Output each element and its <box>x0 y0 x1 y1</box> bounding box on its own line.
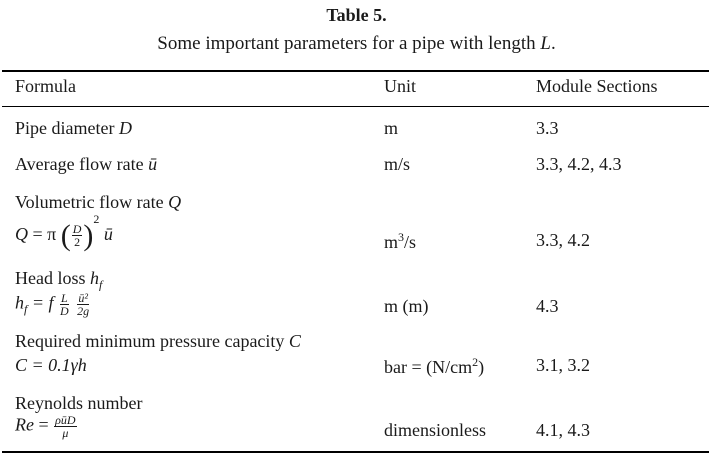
row-reynolds-formula: Re = ρūD μ <box>15 414 78 439</box>
pressure-unit-tail: ) <box>478 357 485 377</box>
bottom-rule <box>2 451 709 453</box>
row-head-loss-sections: 4.3 <box>536 296 559 316</box>
row-pressure-formula: C = 0.1γh <box>15 355 87 375</box>
row-avg-flow-unit: m/s <box>384 154 411 174</box>
head-loss-fraction-2: ū² 2g <box>76 292 90 317</box>
row-avg-flow-sections: 3.3, 4.2, 4.3 <box>536 154 622 174</box>
head-loss-frac1-num: L <box>59 291 69 305</box>
reynolds-frac-den: μ <box>62 426 69 440</box>
vol-flow-frac-den: 2 <box>74 235 81 250</box>
head-loss-formula-lhs: h <box>15 292 24 313</box>
row-vol-flow-sections: 3.3, 4.2 <box>536 230 590 250</box>
head-loss-frac2-num: ū² <box>77 291 89 305</box>
vol-flow-text: Volumetric flow rate <box>15 192 169 212</box>
vol-flow-unit-exp: 3 <box>398 230 405 244</box>
vol-flow-unit-tail: /s <box>404 232 417 252</box>
head-loss-frac1-den: D <box>60 304 69 318</box>
pressure-text: Required minimum pressure capacity <box>15 331 289 351</box>
right-paren-icon: ) <box>83 218 94 252</box>
row-pressure-unit: bar = (N/cm2) <box>384 355 484 378</box>
reynolds-frac-num: ρūD <box>54 413 77 427</box>
top-rule <box>2 70 709 72</box>
diameter-text: Pipe diameter <box>15 118 119 138</box>
vol-flow-unit-base: m <box>384 232 399 252</box>
row-pressure-sections: 3.1, 3.2 <box>536 355 590 375</box>
row-reynolds-unit: dimensionless <box>384 420 486 440</box>
head-loss-formula-lhs-sub: f <box>24 302 28 317</box>
reynolds-formula-eq: = <box>33 414 54 435</box>
header-formula: Formula <box>15 76 76 96</box>
reynolds-formula-lhs: Re <box>15 414 34 435</box>
reynolds-fraction: ρūD μ <box>54 413 77 440</box>
row-pressure-label: Required minimum pressure capacity C <box>15 331 301 352</box>
pressure-unit-exp: 2 <box>472 355 479 369</box>
left-paren-icon: ( <box>60 218 71 252</box>
head-loss-var: h <box>90 268 99 288</box>
vol-flow-formula-eq: = π <box>28 224 57 244</box>
diameter-var: D <box>118 118 132 138</box>
avg-flow-var: ū <box>148 154 158 174</box>
header-sections: Module Sections <box>536 76 658 96</box>
subtitle-variable: L <box>540 33 551 54</box>
row-diameter-sections: 3.3 <box>536 118 559 138</box>
subtitle-text: Some important parameters for a pipe wit… <box>157 33 541 54</box>
head-loss-var-sub: f <box>99 277 103 292</box>
row-diameter-label: Pipe diameter D <box>15 118 132 139</box>
row-head-loss-label: Head loss hf <box>15 268 102 293</box>
row-reynolds-sections: 4.1, 4.3 <box>536 420 590 440</box>
table-subtitle: Some important parameters for a pipe wit… <box>0 33 713 55</box>
vol-flow-exponent: 2 <box>93 212 100 226</box>
vol-flow-formula-lhs: Q <box>15 224 28 244</box>
header-rule <box>2 106 709 107</box>
vol-flow-frac-num: D <box>71 222 83 237</box>
subtitle-period: . <box>550 33 556 54</box>
row-vol-flow-formula: Q = π (D 2)2 ū <box>15 212 113 250</box>
row-avg-flow-label: Average flow rate ū <box>15 154 157 175</box>
row-head-loss-unit: m (m) <box>384 296 429 316</box>
row-reynolds-label: Reynolds number <box>15 393 143 413</box>
head-loss-text: Head loss <box>15 268 90 288</box>
row-vol-flow-label: Volumetric flow rate Q <box>15 192 181 213</box>
vol-flow-formula-tail: ū <box>103 224 113 244</box>
head-loss-formula-eq: = f <box>27 292 54 313</box>
pressure-var: C <box>288 331 301 351</box>
header-unit: Unit <box>384 76 417 96</box>
head-loss-frac2-den: 2g <box>77 304 90 318</box>
vol-flow-var: Q <box>168 192 182 212</box>
pressure-unit-base: bar = (N/cm <box>384 357 473 377</box>
avg-flow-text: Average flow rate <box>15 154 149 174</box>
table-title: Table 5. <box>326 5 387 25</box>
row-diameter-unit: m <box>384 118 399 138</box>
row-vol-flow-unit: m3/s <box>384 230 416 253</box>
